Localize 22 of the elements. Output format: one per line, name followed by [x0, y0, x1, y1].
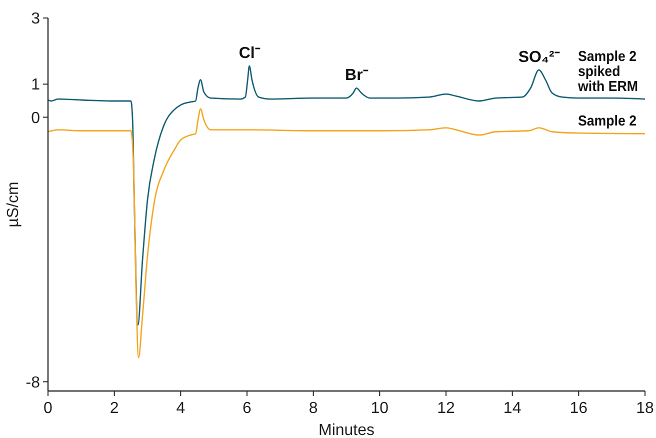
x-tick-label: 14 [503, 400, 522, 417]
x-tick-label: 16 [570, 400, 588, 417]
x-tick-label: 0 [44, 400, 53, 417]
x-tick-label: 12 [437, 400, 455, 417]
annotation: SO₄²⁻ [518, 48, 560, 66]
y-tick-label: 1 [31, 76, 40, 94]
series-label: Sample 2 [578, 112, 637, 129]
x-tick-label: 8 [308, 400, 318, 417]
y-tick-label: 0 [31, 110, 40, 127]
x-tick-label: 6 [242, 400, 252, 417]
x-axis-title: Minutes [318, 422, 375, 438]
x-tick-label: 18 [636, 400, 654, 417]
y-tick-label: 3 [31, 10, 40, 28]
line-series [47, 108, 646, 358]
x-tick-label: 2 [110, 400, 119, 417]
annotation: Br⁻ [345, 67, 369, 84]
y-axis-title: µS/cm [5, 182, 22, 228]
x-tick-label: 4 [176, 400, 186, 417]
annotation: Cl⁻ [238, 44, 261, 62]
series-label: Sample 2 spiked with ERM [577, 47, 638, 94]
x-tick-label: 10 [370, 400, 389, 417]
y-tick-label: -8 [26, 374, 40, 392]
